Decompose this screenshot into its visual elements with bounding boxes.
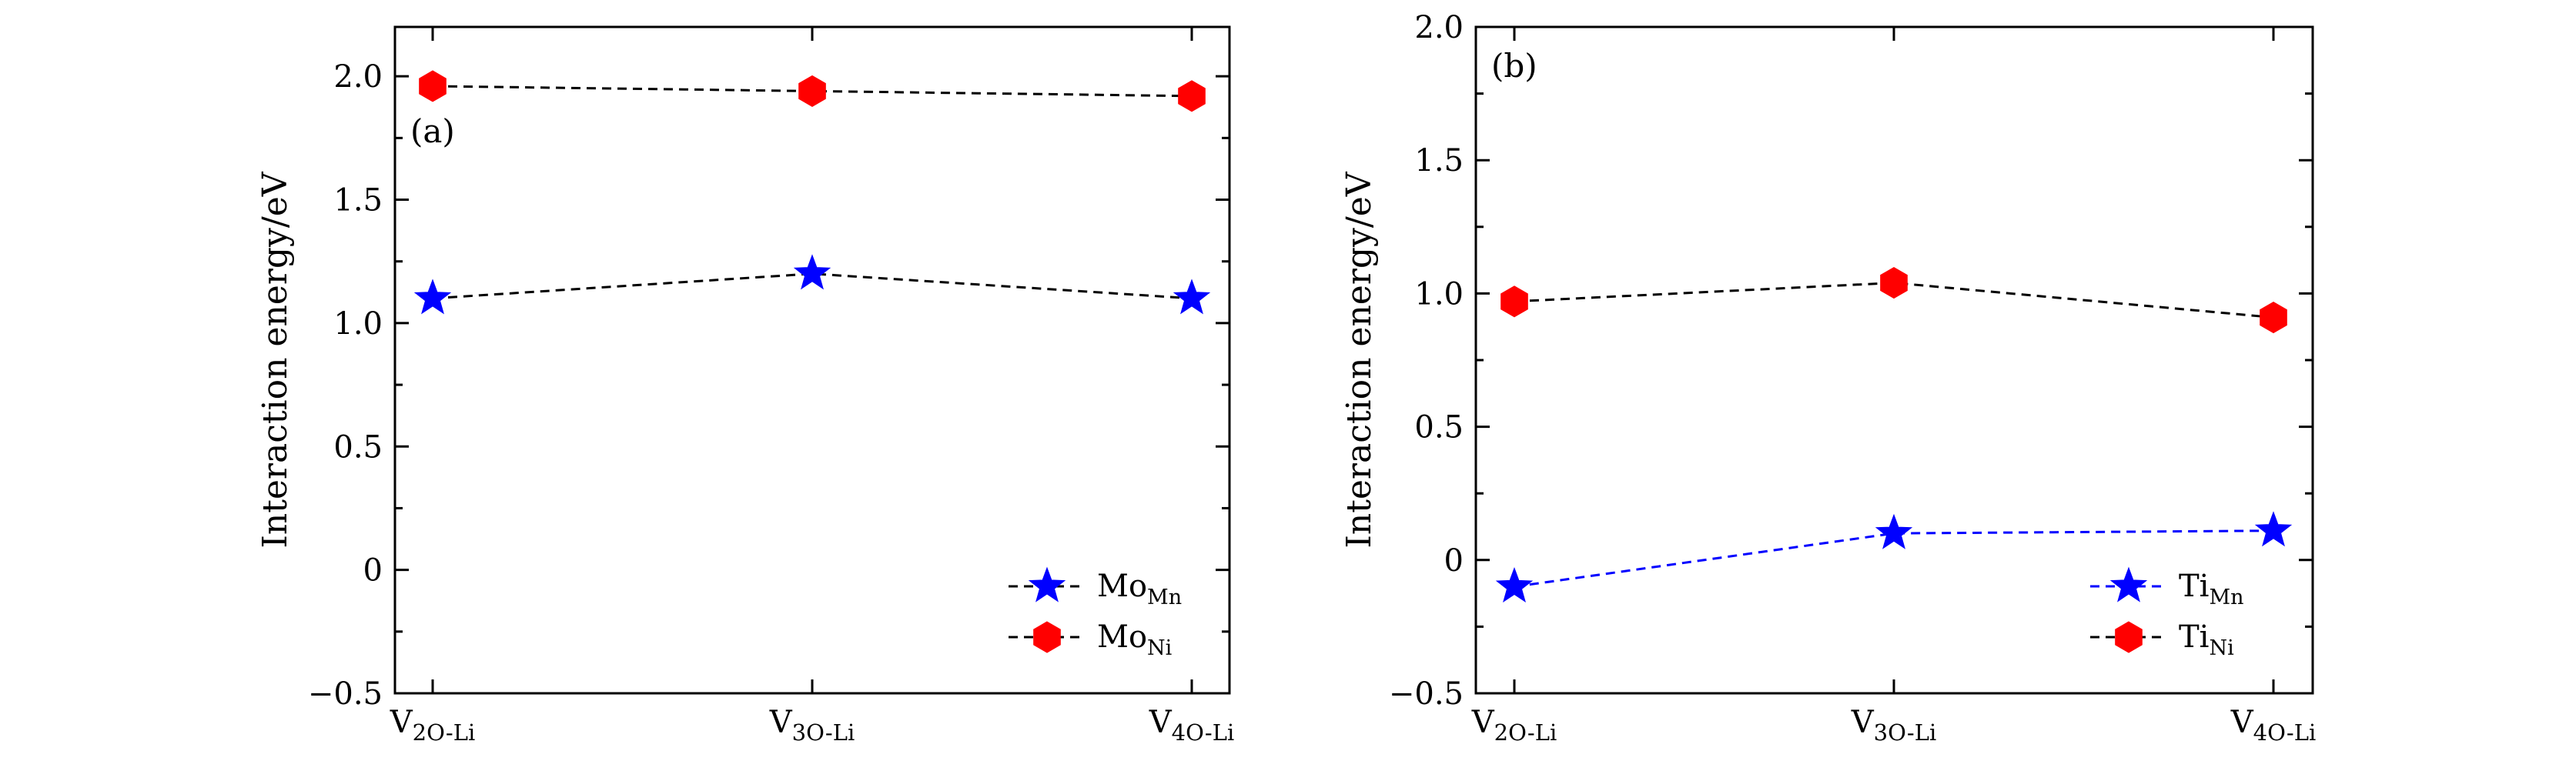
y-tick-label: 0.5 — [333, 429, 383, 465]
x-tick-label-sub: 3O-Li — [792, 719, 855, 746]
series-line-ti-mn — [1514, 529, 2274, 588]
y-tick-label: 1.5 — [1414, 143, 1464, 179]
legend-entry-name: Mo — [1097, 569, 1147, 604]
x-tick-label: V3O-Li — [769, 705, 855, 746]
legend-marker-star — [1028, 566, 1066, 602]
legend-entry: TiNi — [2179, 619, 2234, 660]
data-point-hexagon — [419, 70, 447, 102]
data-point-hexagon — [2260, 302, 2287, 334]
legend-entry-name: Ti — [2179, 619, 2209, 655]
x-tick-label: V2O-Li — [1471, 705, 1557, 746]
legend-entry-sub: Mn — [1147, 586, 1182, 609]
y-tick-label: −0.5 — [308, 676, 383, 712]
legend-entry-sub: Ni — [2209, 636, 2234, 660]
x-tick-label: V4O-Li — [2230, 705, 2317, 746]
data-point-star — [413, 279, 452, 315]
legend-marker-hexagon — [2115, 621, 2143, 653]
data-point-star — [793, 254, 831, 290]
y-tick-label: 2.0 — [1414, 10, 1464, 45]
data-point-hexagon — [1880, 266, 1908, 299]
y-tick-label: −0.5 — [1389, 676, 1464, 712]
data-point-hexagon — [1178, 80, 1206, 112]
data-point-hexagon — [1500, 285, 1528, 318]
x-tick-label-main: V — [390, 705, 413, 740]
data-point-star — [1495, 566, 1534, 603]
y-tick-label: 2.0 — [333, 59, 383, 95]
panel-label: (b) — [1491, 47, 1537, 85]
y-tick-label: 1.0 — [333, 306, 383, 342]
data-point-star — [1875, 513, 1913, 549]
y-axis-title: Interaction energy/eV — [256, 171, 295, 548]
x-tick-label-sub: 2O-Li — [1494, 719, 1557, 746]
legend-entry-sub: Ni — [1147, 636, 1173, 660]
y-tick-label: 1.5 — [333, 183, 383, 219]
legend-entry: MoNi — [1097, 619, 1173, 660]
series-line-mo-mn — [432, 272, 1193, 300]
data-point-hexagon — [798, 75, 826, 107]
x-tick-label-main: V — [1149, 705, 1173, 740]
x-tick-label-sub: 3O-Li — [1874, 719, 1937, 746]
x-tick-label-sub: 4O-Li — [2253, 719, 2317, 746]
x-tick-label-main: V — [2230, 705, 2254, 740]
panel-label: (a) — [410, 112, 455, 150]
legend-entry-name: Ti — [2179, 569, 2209, 604]
series-line-ti-ni — [1514, 282, 2274, 319]
x-tick-label-main: V — [1471, 705, 1495, 740]
x-tick-label-sub: 4O-Li — [1172, 719, 1235, 746]
legend-marker-hexagon — [1033, 621, 1061, 653]
data-point-star — [1173, 279, 1211, 315]
x-tick-label: V2O-Li — [390, 705, 476, 746]
legend-entry: TiMn — [2179, 569, 2244, 609]
y-tick-label: 0.5 — [1414, 410, 1464, 446]
y-tick-label: 1.0 — [1414, 276, 1464, 312]
x-tick-label: V4O-Li — [1149, 705, 1235, 746]
legend-marker-star — [2109, 566, 2148, 602]
legend-entry: MoMn — [1097, 569, 1182, 609]
legend-entry-sub: Mn — [2209, 586, 2243, 609]
x-tick-label-main: V — [769, 705, 793, 740]
x-tick-label: V3O-Li — [1851, 705, 1937, 746]
x-tick-label-sub: 2O-Li — [413, 719, 476, 746]
legend-entry-name: Mo — [1097, 619, 1147, 655]
series-line-mo-ni — [432, 85, 1193, 98]
y-axis-title: Interaction energy/eV — [1340, 171, 1379, 548]
x-tick-label-main: V — [1851, 705, 1875, 740]
y-tick-label: 0 — [1444, 543, 1464, 579]
y-tick-label: 0 — [363, 553, 383, 589]
data-point-star — [2254, 511, 2293, 547]
